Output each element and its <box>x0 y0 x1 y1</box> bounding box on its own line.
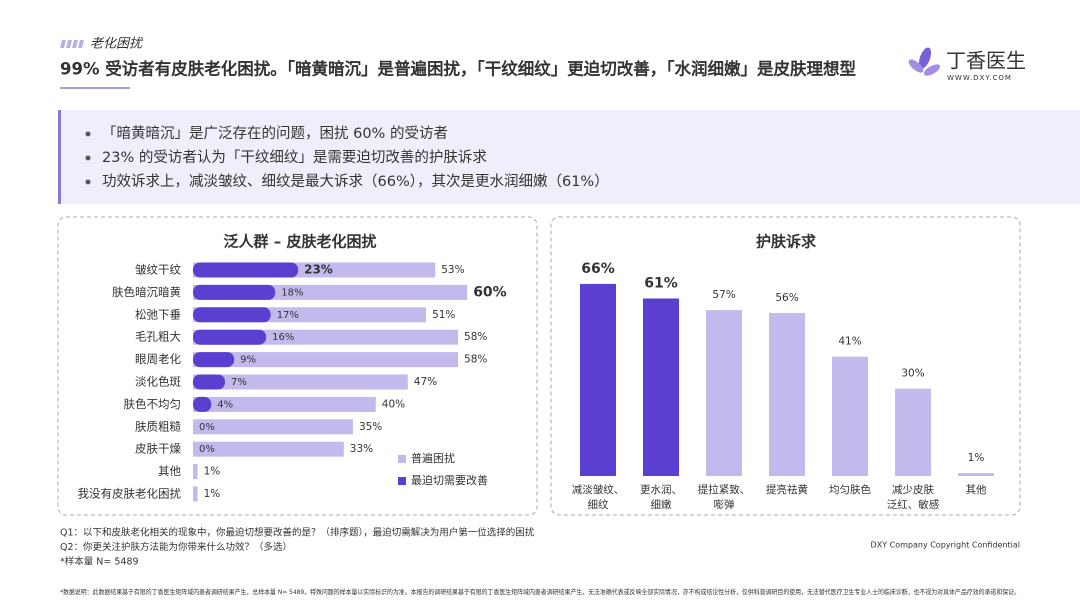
category-label: 我没有皮肤老化困扰 <box>78 487 182 501</box>
bullet-dot <box>85 179 91 185</box>
category-label: 其他 <box>966 483 987 496</box>
section-tag: 老化困扰 <box>90 37 144 52</box>
bar <box>193 396 376 412</box>
value-label: 41% <box>838 336 861 348</box>
bar <box>193 307 271 323</box>
footnote: Q1：以下和皮肤老化相关的现象中，你最迫切想要改善的是？（排序题），最迫切需解决… <box>60 527 535 539</box>
category-label: 提亮祛黄 <box>766 483 808 496</box>
right-chart: 66% 减淡皱纹、细纹 61% 更水润、细嫩 57% 提拉紧致、嘭弹 56% 提亮祛黄 41% 均… <box>572 261 994 511</box>
category-label: 其他 <box>158 464 181 478</box>
value-label: 57% <box>712 289 735 301</box>
value-label: 1% <box>204 488 221 500</box>
bar <box>895 388 931 476</box>
legend-swatch <box>398 455 406 463</box>
bar <box>193 374 225 390</box>
category-label: 减淡皱纹、细纹 <box>572 483 625 511</box>
bar <box>193 419 353 435</box>
logo-subtext: WWW.DXY.COM <box>947 74 1012 82</box>
category-label: 减少皮肤泛红、敏感 <box>887 483 940 511</box>
right-panel <box>550 216 1021 516</box>
bar <box>832 356 868 476</box>
bar <box>193 396 212 412</box>
bullets: 「暗黄暗沉」是广泛存在的问题，困扰 60% 的受访者 23% 的受访者认为「干纹细… <box>85 125 609 190</box>
legend-label: 最迫切需要改善 <box>411 473 488 487</box>
footer: Q1：以下和皮肤老化相关的现象中，你最迫切想要改善的是？（排序题），最迫切需解决… <box>60 527 1020 597</box>
value-label: 9% <box>240 355 256 366</box>
copyright: DXY Company Copyright Confidential <box>871 541 1020 550</box>
bullet-dot <box>85 131 91 137</box>
category-label: 更水润、细嫩 <box>640 483 682 511</box>
bar <box>193 352 459 368</box>
value-label: 23% <box>304 263 333 277</box>
value-label: 40% <box>382 398 405 410</box>
bullet-text: 功效诉求上，减淡皱纹、细纹是最大诉求（66%），其次是更水润细嫩（61%） <box>102 173 609 190</box>
bar <box>643 298 679 476</box>
category-label: 淡化色斑 <box>135 375 181 389</box>
bar <box>193 464 198 480</box>
logo-text: 丁香医生 <box>946 49 1026 73</box>
bar <box>193 329 267 345</box>
value-label: 58% <box>464 354 487 366</box>
category-label: 眼周老化 <box>135 352 181 366</box>
bar <box>193 284 276 300</box>
value-label: 18% <box>281 287 303 298</box>
category-label: 肤质粗糙 <box>135 419 181 433</box>
left-chart: 皱纹干纹 53% 23% 肤色暗沉暗黄 60% 18% 松弛下垂 51% 17% 毛孔粗大 58% 1… <box>78 262 507 502</box>
value-label: 51% <box>432 309 455 321</box>
chart-title: 泛人群 – 皮肤老化困扰 <box>224 233 377 251</box>
value-label: 0% <box>199 444 215 455</box>
bar <box>193 262 299 278</box>
chart-title: 护肤诉求 <box>756 233 817 251</box>
category-label: 提拉紧致、嘭弹 <box>698 483 751 511</box>
category-label: 松弛下垂 <box>135 307 181 321</box>
category-label: 毛孔粗大 <box>135 330 181 344</box>
value-label: 17% <box>277 310 299 321</box>
bar <box>193 374 408 390</box>
bar <box>193 441 344 457</box>
bullet-text: 23% 的受访者认为「干纹细纹」是需要迫切改善的护肤诉求 <box>102 149 487 166</box>
bar <box>580 283 616 476</box>
bar <box>193 486 198 502</box>
tag-icon <box>60 40 84 48</box>
category-label: 均匀肤色 <box>829 483 871 496</box>
category-label: 皱纹干纹 <box>135 263 181 277</box>
value-label: 1% <box>968 452 985 464</box>
category-label: 皮肤干燥 <box>135 442 181 456</box>
value-label: 47% <box>414 376 437 388</box>
disclaimer: *数据说明：此数据结果基于有限的丁香医生矩阵域内患者调研结果产生，总样本量 N=… <box>60 587 1020 596</box>
logo-icon <box>908 47 941 76</box>
value-label: 1% <box>204 466 221 478</box>
bullet-text: 「暗黄暗沉」是广泛存在的问题，困扰 60% 的受访者 <box>102 125 448 142</box>
bullet-dot <box>85 155 91 161</box>
bar <box>193 352 235 368</box>
page-title: 99% 受访者有皮肤老化困扰。「暗黄暗沉」是普遍困扰，「干纹细纹」更迫切改善，「… <box>60 59 856 79</box>
value-label: 61% <box>644 275 678 291</box>
value-label: 7% <box>231 377 247 388</box>
category-label: 肤色暗沉暗黄 <box>112 285 181 299</box>
value-label: 58% <box>464 331 487 343</box>
bullet-box-border <box>58 110 61 204</box>
value-label: 35% <box>359 421 382 433</box>
bar <box>958 473 994 476</box>
bar <box>769 313 805 476</box>
bullet-box <box>58 110 1080 204</box>
bar <box>706 310 742 476</box>
category-label: 肤色不均匀 <box>124 397 182 411</box>
value-label: 53% <box>441 264 464 276</box>
legend-label: 普遍困扰 <box>411 451 455 465</box>
footnote: Q2：你更关注护肤方法能为你带来什么功效？（多选） <box>60 541 292 553</box>
value-label: 0% <box>199 422 215 433</box>
footnote: *样本量 N= 5489 <box>60 556 139 568</box>
value-label: 60% <box>473 284 507 300</box>
value-label: 56% <box>775 292 798 304</box>
value-label: 4% <box>217 399 233 410</box>
value-label: 33% <box>350 443 373 455</box>
left-panel <box>57 216 538 516</box>
legend-swatch <box>398 477 406 485</box>
value-label: 16% <box>272 332 294 343</box>
value-label: 30% <box>901 368 924 380</box>
value-label: 66% <box>581 261 615 277</box>
